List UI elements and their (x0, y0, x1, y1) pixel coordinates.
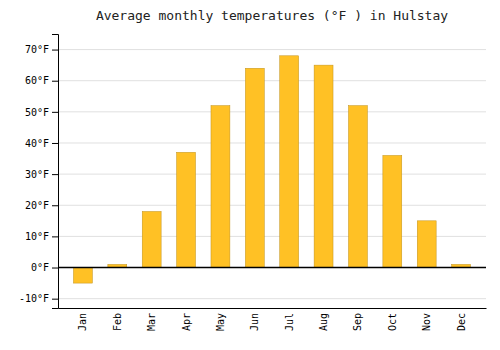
x-axis: Jan Feb Mar Apr May Jun Jul Aug Sep Oct Nov Dec (59, 309, 487, 332)
grid-line (58, 298, 486, 299)
tick-mark (52, 112, 58, 113)
tick: Aug (318, 313, 329, 331)
tick-label: 10°F (25, 231, 49, 242)
tick-mark (52, 205, 58, 206)
bar (383, 155, 402, 267)
tick: May (215, 313, 226, 331)
tick-label: -10°F (19, 293, 49, 304)
tick-mark (52, 143, 58, 144)
tick-label: 0°F (31, 262, 49, 273)
tick-mark (52, 268, 58, 269)
tick: Mar (146, 313, 157, 331)
bar (314, 65, 333, 267)
tick: Jun (249, 313, 260, 331)
zero-line (58, 267, 486, 269)
tick-label: Sep (352, 313, 363, 331)
bar (211, 106, 230, 268)
bars (58, 56, 486, 283)
tick-label: Jun (249, 313, 260, 331)
tick-mark (52, 50, 58, 51)
tick: Feb (112, 313, 123, 331)
grid-line (58, 111, 486, 112)
tick: Apr (181, 313, 192, 331)
tick-label: Oct (387, 313, 398, 331)
tick: Jan (77, 313, 88, 331)
tick-mark (52, 236, 58, 237)
tick: Jul (284, 313, 295, 331)
tick: Oct (387, 313, 398, 331)
tick-label: 20°F (25, 200, 49, 211)
tick-label: Mar (146, 313, 157, 331)
tick-label: Aug (318, 313, 329, 331)
bar (73, 268, 92, 284)
title: Average monthly temperatures (°F ) in Hu… (96, 8, 448, 23)
tick: Nov (421, 313, 432, 331)
tick: 70°F (25, 44, 58, 55)
tick-mark (52, 81, 58, 82)
tick-label: 60°F (25, 75, 49, 86)
bar (177, 152, 196, 267)
tick: 20°F (25, 200, 58, 211)
tick-mark (52, 299, 58, 300)
tick-label: Dec (456, 313, 467, 331)
tick-label: May (215, 313, 226, 331)
tick: Dec (456, 313, 467, 331)
grid-line (58, 267, 486, 268)
tick-label: 70°F (25, 44, 49, 55)
grid-line (58, 142, 486, 143)
grid-line (58, 49, 486, 50)
tick: -10°F (19, 293, 58, 304)
axis-line (59, 308, 487, 309)
bar (417, 221, 436, 268)
tick-label: 30°F (25, 169, 49, 180)
tick: Sep (352, 313, 363, 331)
tick-mark (52, 174, 58, 175)
tick: 40°F (25, 138, 58, 149)
plot: -10°F 0°F 10°F 20°F 30°F 40°F 50°F 60°F 70°F Jan F… (19, 35, 487, 332)
tick-label: 50°F (25, 107, 49, 118)
bar (280, 56, 299, 268)
tick: 10°F (25, 231, 58, 242)
chart-container: -10°F 0°F 10°F 20°F 30°F 40°F 50°F 60°F 70°F Jan F… (0, 0, 500, 350)
bar (142, 211, 161, 267)
tick: 60°F (25, 75, 58, 86)
tick-label: Jul (284, 313, 295, 331)
tick-label: 40°F (25, 138, 49, 149)
bar (348, 106, 367, 268)
tick-label: Feb (112, 313, 123, 331)
bar (245, 68, 264, 267)
grid (58, 50, 486, 299)
tick-label: Apr (181, 313, 192, 331)
y-axis: -10°F 0°F 10°F 20°F 30°F 40°F 50°F 60°F 70°F (19, 35, 59, 309)
tick-label: Jan (77, 313, 88, 331)
tick: 30°F (25, 169, 58, 180)
chart-svg: -10°F 0°F 10°F 20°F 30°F 40°F 50°F 60°F 70°F Jan F… (0, 0, 500, 350)
tick-label: Nov (421, 313, 432, 331)
tick: 50°F (25, 107, 58, 118)
grid-line (58, 80, 486, 81)
axis-line (52, 35, 59, 309)
grid-line (58, 174, 486, 175)
tick: 0°F (31, 262, 58, 273)
grid-line (58, 205, 486, 206)
